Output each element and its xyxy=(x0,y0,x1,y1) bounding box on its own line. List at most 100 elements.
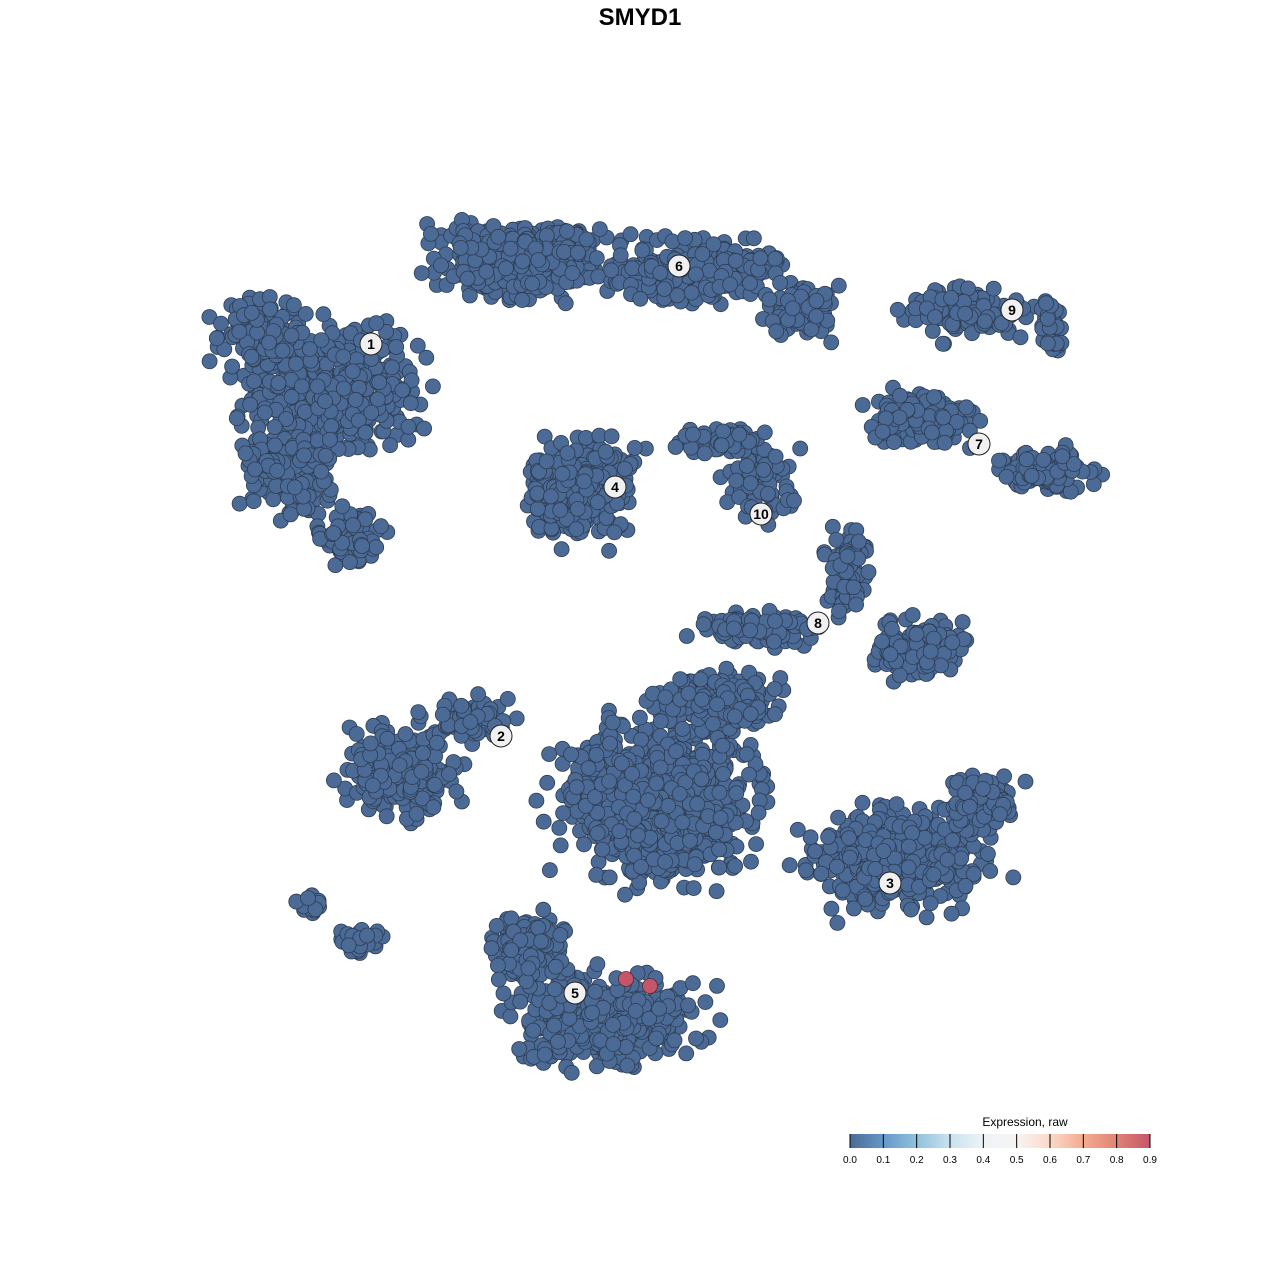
cell-point xyxy=(944,832,961,849)
cell-point xyxy=(848,596,864,613)
cell-point xyxy=(426,777,443,793)
cell-point xyxy=(689,796,706,812)
cell-point xyxy=(552,502,569,519)
cell-point xyxy=(958,399,975,416)
cell-point xyxy=(588,867,605,883)
cell-point xyxy=(808,292,825,309)
cell-point xyxy=(903,901,919,918)
cell-point xyxy=(845,579,862,596)
cell-point xyxy=(711,784,728,801)
cell-point xyxy=(602,735,618,752)
cell-point xyxy=(695,616,712,633)
cell-point xyxy=(422,225,439,242)
cell-point xyxy=(408,805,425,822)
cell-point xyxy=(904,825,920,841)
cell-point xyxy=(884,620,900,637)
cell-point xyxy=(601,773,618,790)
cell-point xyxy=(683,284,700,301)
cell-point xyxy=(900,859,917,876)
cell-point xyxy=(772,275,788,291)
cell-point xyxy=(839,548,856,565)
cell-point xyxy=(807,843,823,860)
cell-point xyxy=(957,878,974,894)
cell-point xyxy=(705,716,721,732)
cell-point xyxy=(325,525,342,542)
cell-point xyxy=(265,491,282,508)
cell-point xyxy=(860,564,877,580)
cell-point xyxy=(266,437,283,454)
cell-point xyxy=(594,841,611,858)
cell-point xyxy=(564,265,581,282)
cell-point xyxy=(766,633,782,650)
cell-point xyxy=(363,404,380,421)
cell-point xyxy=(756,424,773,441)
cell-point xyxy=(323,418,340,435)
cell-point xyxy=(529,485,546,502)
cell-point xyxy=(270,375,287,391)
cell-point xyxy=(231,495,248,512)
cell-point xyxy=(347,391,364,408)
cell-point xyxy=(874,423,891,440)
cell-point xyxy=(278,411,295,427)
cell-point xyxy=(761,291,778,308)
cell-point xyxy=(539,774,556,791)
cell-point xyxy=(624,260,641,277)
cell-point xyxy=(283,388,300,405)
cell-point xyxy=(556,243,572,260)
cell-point xyxy=(927,309,943,326)
cell-point xyxy=(742,706,759,722)
cell-point xyxy=(954,614,971,630)
cell-point xyxy=(632,290,649,307)
cell-point xyxy=(882,646,899,663)
cell-point xyxy=(933,657,949,674)
cell-point xyxy=(529,500,546,517)
cell-point xyxy=(792,440,809,457)
cell-point xyxy=(626,810,643,827)
cell-point xyxy=(878,410,894,427)
cell-point xyxy=(755,461,772,478)
cell-point xyxy=(341,554,358,571)
cell-point xyxy=(580,760,597,776)
cell-point xyxy=(726,620,742,637)
cell-point xyxy=(686,856,703,873)
cell-point xyxy=(892,387,908,404)
cell-point xyxy=(922,643,939,660)
cell-point xyxy=(538,453,555,470)
cell-point xyxy=(874,633,890,650)
cell-point xyxy=(1023,467,1040,484)
cell-point xyxy=(1039,335,1056,352)
cell-point xyxy=(559,445,576,462)
cell-point xyxy=(633,731,649,748)
cell-point xyxy=(875,843,892,859)
cell-point xyxy=(409,337,426,354)
cell-point xyxy=(514,292,531,309)
cell-point xyxy=(555,805,571,821)
cell-point xyxy=(589,825,606,842)
cell-point xyxy=(382,437,399,454)
cell-point xyxy=(283,327,300,344)
cell-point xyxy=(243,348,260,365)
cell-point xyxy=(652,759,669,776)
cell-point xyxy=(578,231,595,248)
cell-point xyxy=(1038,295,1054,312)
cell-point xyxy=(591,221,608,238)
cell-point xyxy=(246,373,263,390)
cell-point xyxy=(892,667,908,684)
cell-point xyxy=(831,603,847,620)
cell-point xyxy=(936,434,953,451)
cell-point xyxy=(269,462,286,479)
cell-point xyxy=(784,300,801,317)
cell-point xyxy=(982,863,999,879)
cell-point xyxy=(403,372,420,389)
cell-point xyxy=(640,792,656,809)
chart-title: SMYD1 xyxy=(598,4,682,31)
cell-point xyxy=(379,730,396,747)
cell-point xyxy=(696,445,713,462)
cell-point xyxy=(553,541,570,558)
cell-point xyxy=(568,779,585,796)
cell-point xyxy=(617,461,633,477)
cell-point xyxy=(551,820,568,836)
cell-point xyxy=(786,492,802,509)
cell-point xyxy=(739,457,755,474)
cell-point xyxy=(904,607,921,623)
